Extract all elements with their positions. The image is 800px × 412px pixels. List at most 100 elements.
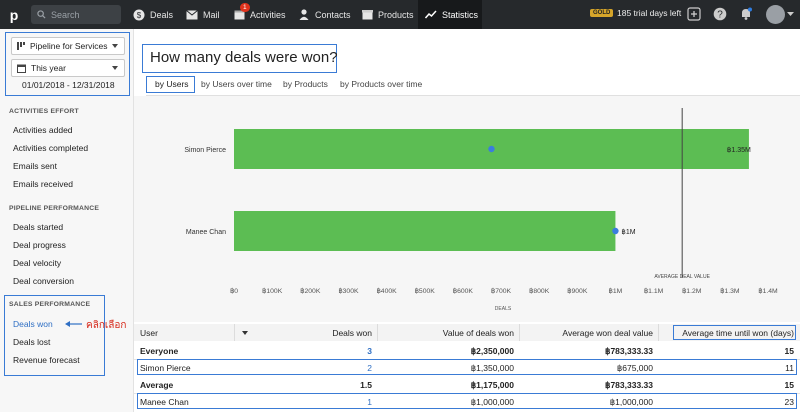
- sidebar-item-deal-velocity[interactable]: Deal velocity: [13, 258, 62, 268]
- column-separator: [377, 324, 378, 341]
- cell-user: Manee Chan: [140, 397, 189, 407]
- x-tick-label: ฿1M: [609, 287, 623, 295]
- search-input[interactable]: Search: [31, 5, 121, 24]
- period-select-value: This year: [31, 63, 66, 73]
- x-tick-label: ฿1.2M: [682, 287, 702, 295]
- cell-avg-value: ฿783,333.33: [605, 346, 653, 356]
- chart-bar[interactable]: [234, 211, 616, 251]
- column-header-deals-won[interactable]: Deals won: [332, 328, 372, 338]
- user-avatar[interactable]: [766, 5, 785, 24]
- click-select-annotation: คลิกเลือก: [86, 320, 127, 331]
- table-row[interactable]: Everyone 3 ฿2,350,000 ฿783,333.33 15: [134, 342, 800, 359]
- nav-contacts-label: Contacts: [315, 9, 351, 20]
- mail-icon: [186, 9, 198, 21]
- help-icon[interactable]: ?: [713, 7, 727, 21]
- tab-by-users-over-time[interactable]: by Users over time: [201, 79, 272, 89]
- row-highlight-box: [137, 393, 797, 409]
- nav-mail-label: Mail: [203, 9, 220, 20]
- nav-products[interactable]: Products: [361, 0, 415, 29]
- sidebar: [0, 29, 134, 412]
- column-separator: [658, 324, 659, 341]
- x-tick-label: ฿400K: [376, 287, 397, 295]
- nav-activities[interactable]: 1 Activities: [233, 0, 289, 29]
- sidebar-item-deals-won[interactable]: Deals won: [13, 319, 53, 329]
- x-tick-label: ฿900K: [567, 287, 588, 295]
- deals-won-chart: Simon Pierce ฿1.35M Manee Chan ฿1M AVERAGE D…: [184, 108, 778, 312]
- cell-avg-value: ฿1,000,000: [609, 397, 653, 407]
- cell-value: ฿1,350,000: [470, 363, 514, 373]
- reference-line-label: AVERAGE DEAL VALUE: [654, 274, 710, 280]
- nav-statistics[interactable]: Statistics: [418, 0, 482, 29]
- pipedrive-logo[interactable]: p: [9, 6, 19, 23]
- chevron-down-icon: [112, 44, 118, 48]
- tab-highlight-box: [146, 76, 195, 93]
- sidebar-item-deals-started[interactable]: Deals started: [13, 222, 64, 232]
- table-row[interactable]: Average 1.5 ฿1,175,000 ฿783,333.33 15: [134, 376, 800, 393]
- cell-deals-won[interactable]: 1: [367, 397, 372, 407]
- activities-effort-header: ACTIVITIES EFFORT: [9, 108, 79, 115]
- bell-icon[interactable]: [739, 7, 753, 21]
- category-label: Manee Chan: [186, 229, 226, 236]
- tab-by-products[interactable]: by Products: [283, 79, 328, 89]
- x-tick-label: ฿200K: [300, 287, 321, 295]
- tab-by-users[interactable]: by Users: [155, 79, 189, 89]
- chevron-down-icon[interactable]: [787, 12, 794, 17]
- x-tick-label: ฿0: [230, 287, 238, 295]
- sidebar-item-activities-added[interactable]: Activities added: [13, 125, 73, 135]
- nav-mail[interactable]: Mail: [186, 0, 228, 29]
- pipeline-performance-header: PIPELINE PERFORMANCE: [9, 205, 100, 212]
- x-tick-label: ฿1.1M: [644, 287, 664, 295]
- cell-user: Average: [140, 380, 174, 390]
- x-tick-label: ฿600K: [453, 287, 474, 295]
- table-header-row: User Deals won Value of deals won Averag…: [134, 324, 800, 341]
- column-header-user[interactable]: User: [140, 328, 158, 338]
- cell-value: ฿1,000,000: [470, 397, 514, 407]
- sort-desc-icon[interactable]: [242, 331, 248, 335]
- title-highlight-box: [142, 44, 337, 73]
- column-separator: [234, 324, 235, 341]
- sales-highlight-box: [4, 295, 105, 376]
- cell-avg-time: 15: [784, 380, 794, 390]
- top-navigation-bar: p Search $ Deals Mail 1 Activities Conta…: [0, 0, 800, 29]
- column-header-avg-time[interactable]: Average time until won (days): [682, 328, 794, 338]
- sidebar-item-activities-completed[interactable]: Activities completed: [13, 143, 89, 153]
- table-row[interactable]: Manee Chan 1 ฿1,000,000 ฿1,000,000 23: [134, 393, 800, 410]
- sidebar-item-deal-progress[interactable]: Deal progress: [13, 240, 66, 250]
- plan-badge: GOLD: [590, 9, 614, 17]
- tab-by-products-over-time[interactable]: by Products over time: [340, 79, 423, 89]
- sidebar-item-revenue-forecast[interactable]: Revenue forecast: [13, 355, 80, 365]
- category-label: Simon Pierce: [184, 147, 226, 154]
- nav-statistics-label: Statistics: [442, 9, 479, 20]
- calendar-icon: [17, 64, 26, 73]
- sidebar-item-deals-lost[interactable]: Deals lost: [13, 337, 51, 347]
- sidebar-item-emails-sent[interactable]: Emails sent: [13, 161, 57, 171]
- nav-contacts[interactable]: Contacts: [298, 0, 354, 29]
- header-highlight-box: [673, 325, 796, 340]
- add-icon[interactable]: [687, 7, 701, 21]
- column-header-avg-value[interactable]: Average won deal value: [562, 328, 653, 338]
- bar-value-label: ฿1M: [621, 228, 635, 236]
- cell-value: ฿2,350,000: [470, 346, 514, 356]
- page-title: How many deals were won?: [150, 49, 338, 66]
- nav-deals[interactable]: $ Deals: [133, 0, 181, 29]
- column-header-value[interactable]: Value of deals won: [442, 328, 514, 338]
- cell-deals-won[interactable]: 3: [367, 346, 372, 356]
- x-tick-label: ฿700K: [491, 287, 512, 295]
- row-highlight-box: [137, 359, 797, 375]
- cell-avg-time: 23: [784, 397, 794, 407]
- cell-deals-won[interactable]: 2: [367, 363, 372, 373]
- average-point: [488, 145, 495, 153]
- sidebar-item-deal-conversion[interactable]: Deal conversion: [13, 276, 74, 286]
- period-select[interactable]: This year: [11, 59, 125, 77]
- cell-avg-time: 11: [785, 363, 794, 373]
- nav-products-label: Products: [378, 9, 414, 20]
- pipeline-select[interactable]: Pipeline for Services: [11, 37, 125, 55]
- x-axis-label: DEALS: [495, 306, 512, 312]
- sidebar-item-emails-received[interactable]: Emails received: [13, 179, 73, 189]
- trial-days-text[interactable]: 185 trial days left: [617, 8, 682, 18]
- table-row[interactable]: Simon Pierce 2 ฿1,350,000 ฿675,000 11: [134, 359, 800, 376]
- search-placeholder: Search: [51, 9, 80, 20]
- person-icon: [298, 9, 310, 21]
- sales-performance-header: SALES PERFORMANCE: [9, 301, 91, 308]
- chevron-down-icon: [112, 66, 118, 70]
